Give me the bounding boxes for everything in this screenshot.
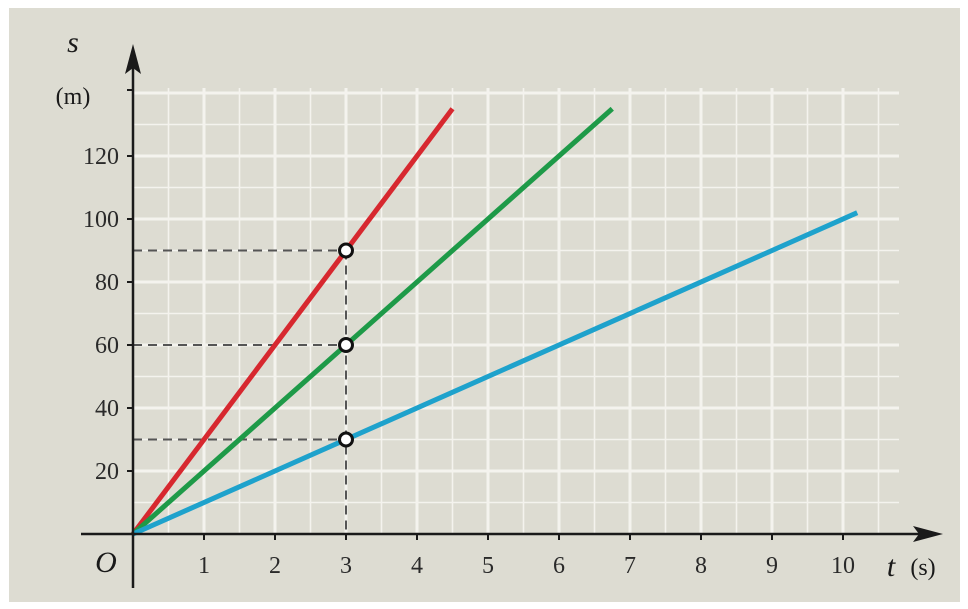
axes [81, 44, 943, 588]
grid [133, 88, 899, 534]
reference-point-marker [340, 339, 353, 352]
x-tick-label: 10 [831, 553, 855, 579]
x-axis-unit: (s) [910, 555, 935, 581]
x-tick-label: 8 [695, 553, 707, 579]
distance-time-chart: 1 2 3 4 5 6 7 8 9 10 20 40 60 80 100 120 s (m) t (s) O [9, 8, 960, 602]
reference-point-marker [340, 433, 353, 446]
origin-label: O [95, 546, 117, 579]
x-tick-label: 3 [340, 553, 352, 579]
y-axis-unit: (m) [56, 84, 91, 110]
x-tick-label: 2 [269, 553, 281, 579]
x-tick-label: 5 [482, 553, 494, 579]
y-tick-label: 80 [95, 270, 119, 296]
y-tick-label: 40 [95, 396, 119, 422]
y-axis-variable: s [67, 26, 79, 59]
y-tick-label: 20 [95, 459, 119, 485]
x-tick-label: 1 [198, 553, 210, 579]
x-tick-label: 4 [411, 553, 423, 579]
reference-point-marker [340, 244, 353, 257]
series-line-3 [133, 213, 857, 534]
y-tick-label: 60 [95, 333, 119, 359]
y-tick-label: 100 [83, 207, 119, 233]
chart-panel: 1 2 3 4 5 6 7 8 9 10 20 40 60 80 100 120 s (m) t (s) O [9, 8, 960, 602]
x-tick-label: 9 [766, 553, 778, 579]
x-tick-label: 6 [553, 553, 565, 579]
x-tick-label: 7 [624, 553, 636, 579]
y-tick-label: 120 [83, 144, 119, 170]
x-axis-variable: t [887, 550, 896, 583]
tick-labels: 1 2 3 4 5 6 7 8 9 10 20 40 60 80 100 120 s (m) t (s) O [56, 26, 936, 583]
